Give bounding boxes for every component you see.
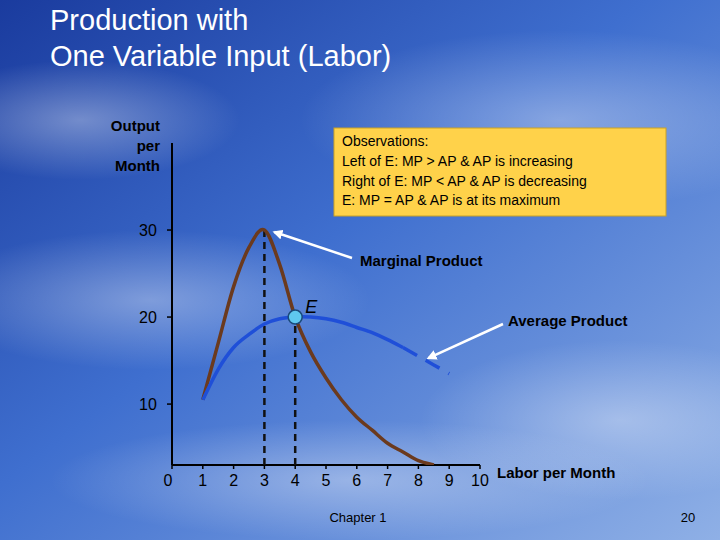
reference-line bbox=[294, 317, 297, 465]
slide-title: Production with bbox=[50, 4, 248, 36]
slide: Production with One Variable Input (Labor… bbox=[0, 0, 720, 540]
x-axis-label: Labor per Month bbox=[497, 464, 615, 481]
x-tick-label: 5 bbox=[322, 472, 331, 489]
slide-title: One Variable Input (Labor) bbox=[50, 40, 391, 72]
y-tick-label: 20 bbox=[139, 309, 157, 326]
x-tick-label: 8 bbox=[414, 472, 423, 489]
annotation: Average Product bbox=[508, 312, 627, 329]
y-axis-label-line: per bbox=[137, 137, 161, 154]
x-tick bbox=[387, 465, 389, 469]
y-tick bbox=[167, 403, 172, 405]
x-tick-label: 9 bbox=[445, 472, 454, 489]
annotation-arrow bbox=[428, 324, 503, 358]
y-tick bbox=[167, 229, 172, 231]
x-tick-label: 2 bbox=[229, 472, 238, 489]
y-axis-label: Output per Month bbox=[111, 117, 160, 174]
series-line bbox=[203, 317, 403, 400]
observations-title: Observations: bbox=[342, 133, 428, 149]
y-tick-label: 10 bbox=[139, 396, 157, 413]
x-tick-label: 4 bbox=[291, 472, 300, 489]
x-tick bbox=[294, 465, 296, 469]
y-axis-label-line: Output bbox=[111, 117, 160, 134]
observation: Left of E: MP > AP & AP is increasing bbox=[342, 153, 573, 169]
x-tick bbox=[448, 465, 450, 469]
reference-line bbox=[263, 230, 266, 465]
y-axis-label-line: Month bbox=[115, 157, 160, 174]
equilibrium-point bbox=[288, 310, 302, 324]
x-tick-label: 0 bbox=[164, 472, 173, 489]
x-tick-label: 7 bbox=[383, 472, 392, 489]
x-tick bbox=[264, 465, 266, 469]
y-tick-label: 30 bbox=[139, 222, 157, 239]
annotation-arrow bbox=[274, 232, 352, 258]
x-tick bbox=[418, 465, 420, 469]
cloud bbox=[0, 230, 370, 370]
x-tick bbox=[202, 465, 204, 469]
footer: Chapter 1 bbox=[329, 510, 386, 525]
x-tick bbox=[325, 465, 327, 469]
x-tick-label: 6 bbox=[352, 472, 361, 489]
cloud bbox=[0, 60, 240, 180]
x-tick bbox=[233, 465, 235, 469]
observation: Right of E: MP < AP & AP is decreasing bbox=[342, 173, 587, 189]
x-tick bbox=[356, 465, 358, 469]
x-tick-label: 3 bbox=[260, 472, 269, 489]
observations-box bbox=[334, 128, 666, 216]
observation: E: MP = AP & AP is at its maximum bbox=[342, 192, 560, 208]
annotation: Marginal Product bbox=[360, 252, 483, 269]
x-tick-label: 10 bbox=[471, 472, 489, 489]
point-label: E bbox=[305, 297, 318, 317]
x-tick bbox=[479, 465, 481, 469]
y-tick bbox=[167, 316, 172, 318]
y-axis bbox=[171, 143, 173, 465]
page-number: 20 bbox=[681, 510, 695, 525]
x-tick bbox=[171, 465, 173, 469]
x-tick-label: 1 bbox=[198, 472, 207, 489]
cloud bbox=[50, 420, 650, 540]
